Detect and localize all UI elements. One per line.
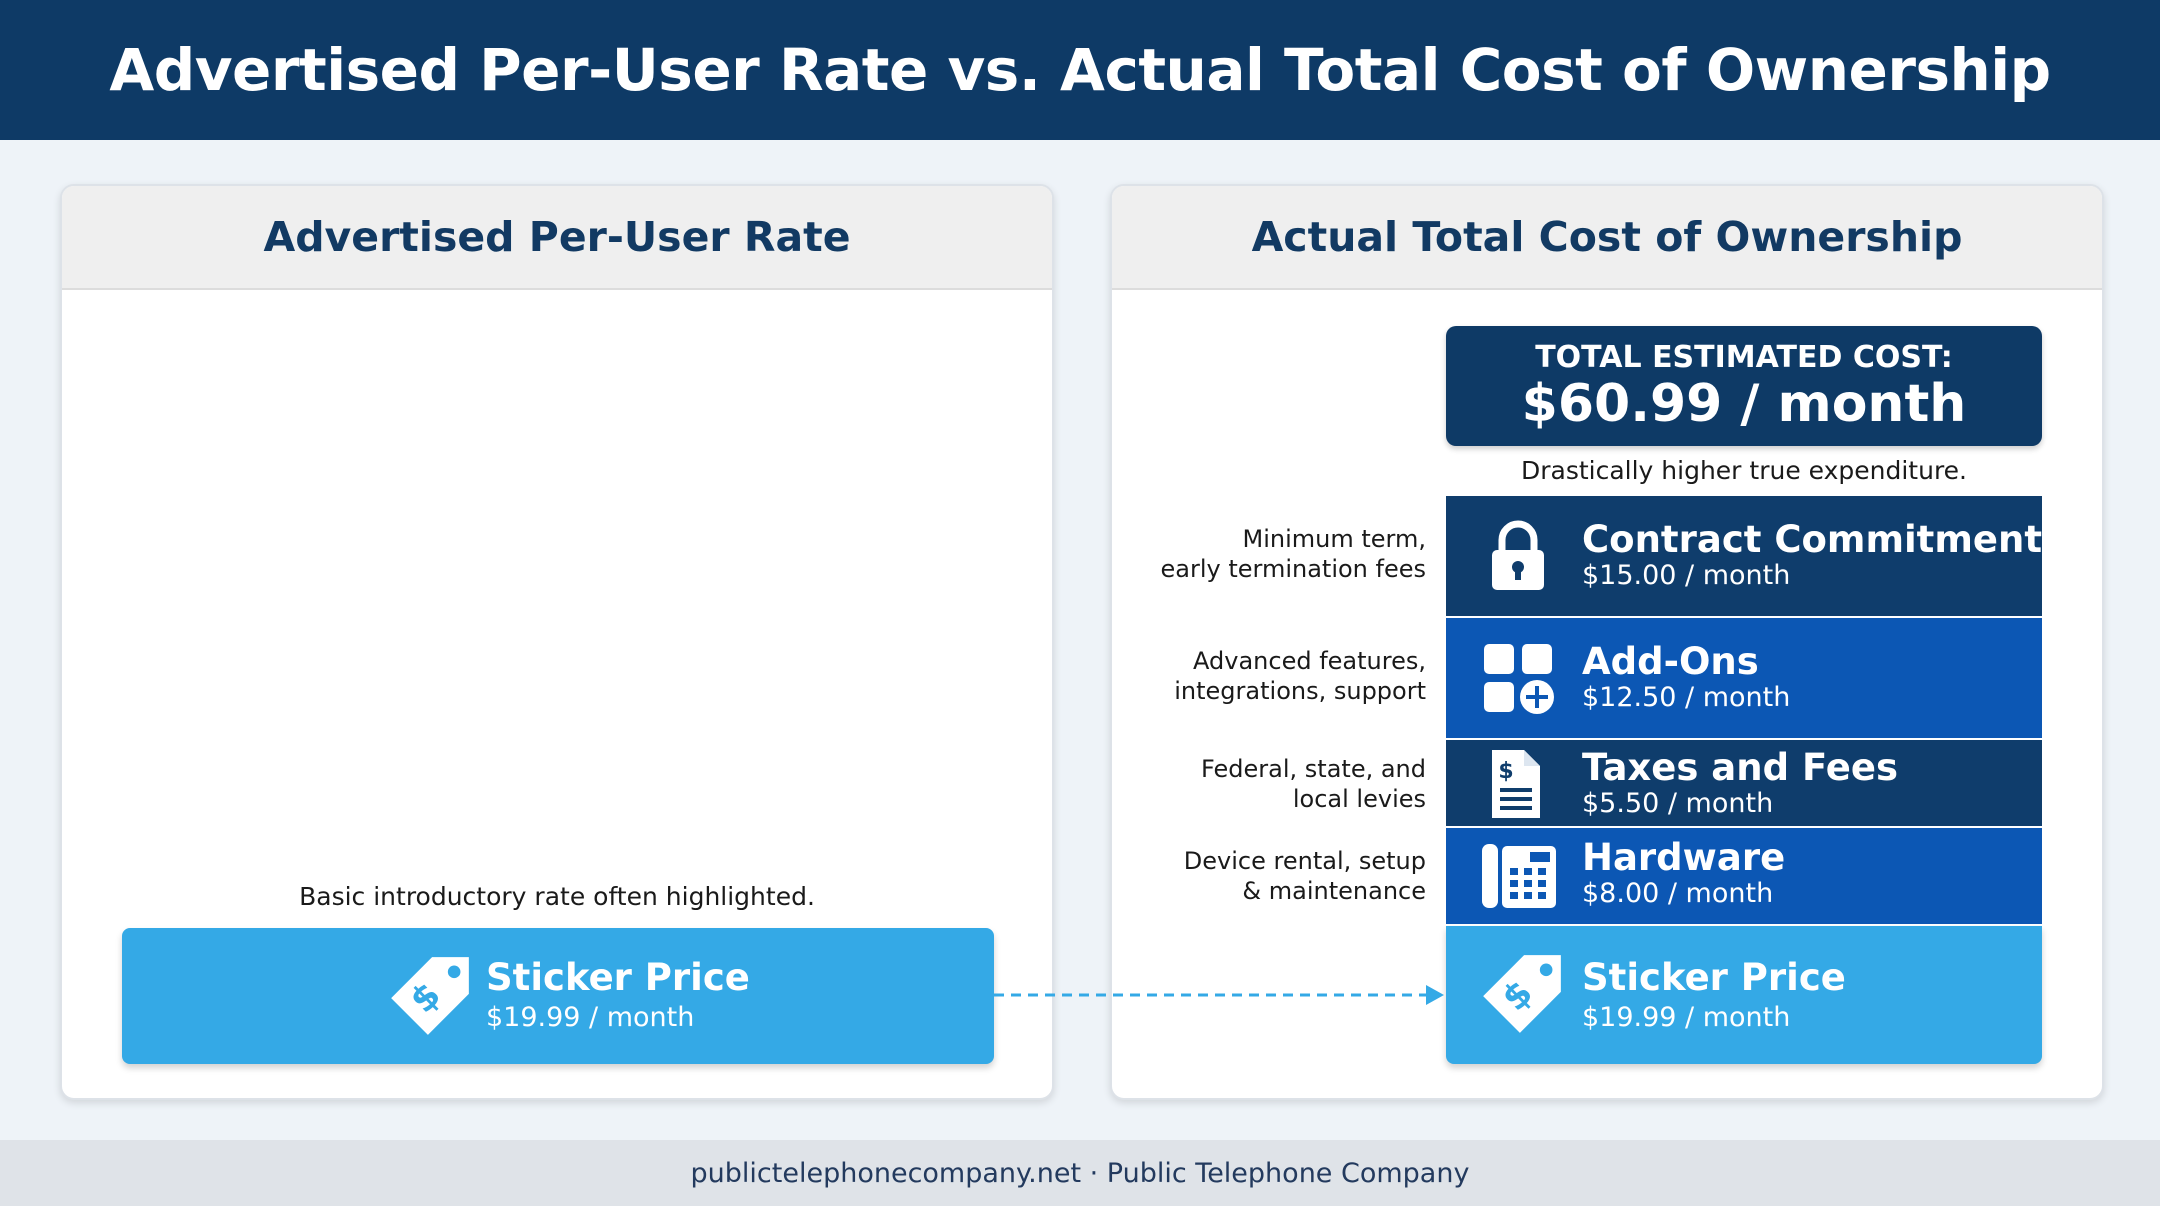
desc-line: local levies xyxy=(1292,785,1426,813)
advertised-rate-panel-title: Advertised Per-User Rate xyxy=(263,213,851,261)
taxes-and-fees-title: Taxes and Fees xyxy=(1582,746,1898,789)
cost-row-hardware: Hardware $8.00 / month xyxy=(1446,828,2042,924)
contract-commitments-description: Minimum term, early termination fees xyxy=(1112,524,1426,584)
tax-document-icon: $ xyxy=(1492,750,1540,818)
contract-commitments-title: Contract Commitments xyxy=(1582,518,2065,561)
total-estimated-cost-box: TOTAL ESTIMATED COST: $60.99 / month xyxy=(1446,326,2042,446)
taxes-and-fees-price: $5.50 / month xyxy=(1582,788,1774,819)
desc-line: Minimum term, xyxy=(1242,525,1426,553)
sticker-price-title: Sticker Price xyxy=(486,956,750,999)
taxes-and-fees-description: Federal, state, and local levies xyxy=(1112,754,1426,814)
hardware-price: $8.00 / month xyxy=(1582,878,1774,909)
add-ons-price: $12.50 / month xyxy=(1582,682,1791,713)
advertised-rate-panel: Advertised Per-User Rate Basic introduct… xyxy=(60,184,1054,1100)
total-cost-caption: Drastically higher true expenditure. xyxy=(1520,456,1968,485)
desk-phone-icon xyxy=(1482,844,1556,908)
contract-commitments-price: $15.00 / month xyxy=(1582,560,1791,591)
advertised-rate-caption: Basic introductory rate often highlighte… xyxy=(299,882,815,911)
desc-line: Federal, state, and xyxy=(1201,755,1426,783)
header-bar: Advertised Per-User Rate vs. Actual Tota… xyxy=(0,0,2160,140)
add-ons-title: Add-Ons xyxy=(1582,640,1759,683)
hardware-description: Device rental, setup & maintenance xyxy=(1112,846,1426,906)
advertised-rate-panel-header: Advertised Per-User Rate xyxy=(62,186,1052,290)
svg-text:$: $ xyxy=(1498,759,1513,784)
desc-line: Device rental, setup xyxy=(1183,847,1426,875)
price-tag-icon xyxy=(388,954,472,1038)
sticker-price-box-left: Sticker Price $19.99 / month xyxy=(122,928,994,1064)
total-cost-label: TOTAL ESTIMATED COST: xyxy=(1535,340,1953,375)
add-ons-description: Advanced features, integrations, support xyxy=(1112,646,1426,706)
price-tag-icon xyxy=(1480,952,1564,1036)
total-cost-panel-title: Actual Total Cost of Ownership xyxy=(1251,213,1963,261)
cost-row-sticker-price: Sticker Price $19.99 / month xyxy=(1446,926,2042,1064)
desc-line: early termination fees xyxy=(1160,555,1426,583)
footer-bar: publictelephonecompany.net · Public Tele… xyxy=(0,1140,2160,1206)
lock-icon xyxy=(1492,520,1544,590)
sticker-price-amount: $19.99 / month xyxy=(486,1002,695,1033)
total-cost-panel: Actual Total Cost of Ownership TOTAL EST… xyxy=(1110,184,2104,1100)
sticker-price-title-right: Sticker Price xyxy=(1582,956,1846,999)
sticker-price-amount-right: $19.99 / month xyxy=(1582,1002,1791,1033)
desc-line: Advanced features, xyxy=(1193,647,1426,675)
total-cost-value: $60.99 / month xyxy=(1521,374,1967,434)
footer-text: publictelephonecompany.net · Public Tele… xyxy=(690,1157,1470,1189)
page-title: Advertised Per-User Rate vs. Actual Tota… xyxy=(109,36,2051,104)
cost-row-contract-commitments: Contract Commitments $15.00 / month xyxy=(1446,496,2064,616)
hardware-title: Hardware xyxy=(1582,836,1786,879)
desc-line: integrations, support xyxy=(1174,677,1426,705)
total-cost-panel-header: Actual Total Cost of Ownership xyxy=(1112,186,2102,290)
desc-line: & maintenance xyxy=(1242,877,1426,905)
cost-row-taxes-and-fees: $ Taxes and Fees $5.50 / month xyxy=(1446,740,2042,826)
cost-row-add-ons: Add-Ons $12.50 / month xyxy=(1446,618,2042,738)
add-ons-grid-icon xyxy=(1484,644,1554,714)
